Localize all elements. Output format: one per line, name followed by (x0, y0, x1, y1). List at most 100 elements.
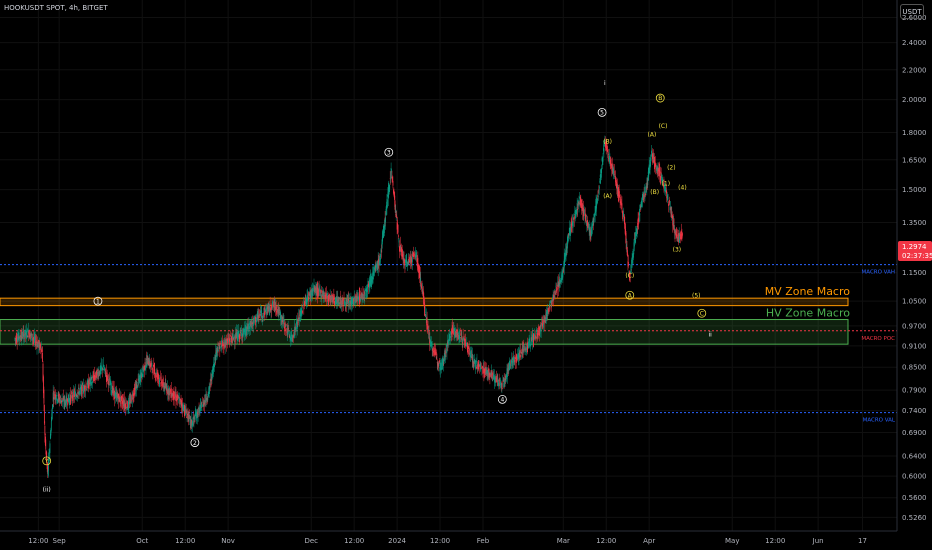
candle-body (223, 341, 224, 343)
candle-body (327, 297, 329, 301)
candle-body (574, 214, 576, 216)
y-tick-label: 0.5260 (902, 514, 927, 522)
candle-body (101, 367, 103, 368)
candle-body (89, 379, 91, 381)
price-axis-panel[interactable] (897, 0, 932, 550)
candle-body (260, 310, 262, 319)
candle-body (638, 218, 639, 222)
candle-body (427, 325, 429, 329)
candle-body (86, 380, 88, 389)
candle-body (102, 368, 104, 371)
candle-body (375, 267, 377, 270)
candle-body (17, 336, 19, 339)
candle-body (115, 392, 116, 399)
candle-body (488, 368, 489, 376)
candle-body (80, 386, 82, 392)
candle-body (481, 367, 483, 369)
candle-body (16, 336, 18, 342)
candle-body (392, 177, 393, 182)
wave-marker-circle (597, 107, 607, 117)
candle-body (472, 357, 474, 364)
candle-body (581, 203, 583, 211)
candle-body (340, 304, 342, 306)
candle-body (168, 389, 170, 395)
candle-body (187, 410, 189, 420)
candle-body (215, 350, 217, 354)
candle-body (410, 257, 412, 263)
candle-body (598, 188, 600, 191)
candle-body (391, 176, 393, 179)
candle-body (229, 338, 230, 342)
candle-body (514, 360, 516, 363)
y-tick-label: 0.7400 (902, 407, 927, 415)
candle-body (105, 371, 107, 376)
candle-body (193, 416, 195, 421)
time-axis-panel[interactable] (0, 531, 932, 550)
candle-body (553, 292, 555, 294)
candle-body (458, 334, 459, 340)
candle-body (556, 288, 558, 291)
candle-body (176, 398, 177, 402)
candle-body (28, 332, 30, 338)
candle-body (343, 299, 345, 301)
candle-body (320, 291, 322, 298)
candle-body (480, 363, 482, 371)
candle-body (432, 348, 434, 350)
candle-body (363, 291, 365, 295)
candle-body (262, 315, 264, 316)
candle-body (118, 393, 120, 396)
y-tick-label: 0.6000 (902, 473, 927, 481)
candle-body (332, 298, 334, 301)
candle-body (77, 395, 79, 397)
candle-body (360, 293, 362, 295)
candle-body (516, 357, 518, 361)
candle-body (358, 294, 360, 297)
candle-body (230, 337, 232, 340)
candle-body (493, 374, 494, 380)
candle-body (40, 349, 42, 353)
candle-body (343, 305, 344, 307)
candle-body (550, 300, 552, 302)
candle-body (647, 180, 649, 186)
candle-body (575, 211, 577, 216)
candle-body (537, 331, 539, 332)
candle-body (161, 382, 163, 387)
candle-body (533, 337, 535, 341)
candle-body (395, 211, 397, 213)
candle-body (498, 378, 500, 382)
candle-body (296, 321, 297, 325)
candle-body (273, 300, 275, 302)
candle-body (142, 373, 144, 377)
currency-button[interactable]: USDT (900, 4, 924, 19)
candle-body (519, 351, 520, 358)
candle-body (571, 223, 573, 226)
candle-body (664, 188, 666, 191)
candle-body (142, 366, 144, 370)
candle-body (301, 309, 302, 314)
candle-body (505, 377, 507, 379)
wave-label: C (700, 310, 704, 317)
candle-body (305, 301, 307, 302)
candle-body (403, 258, 405, 264)
candle-body (447, 341, 449, 342)
candle-body (678, 237, 680, 239)
candle-body (159, 383, 161, 384)
candle-body (643, 194, 645, 199)
candle-body (31, 339, 33, 340)
candle-body (350, 300, 351, 305)
candle-body (535, 336, 537, 339)
candle-body (87, 380, 89, 389)
candle-body (364, 292, 366, 297)
candle-body (457, 333, 458, 336)
candle-body (276, 306, 278, 308)
candle-body (15, 336, 17, 343)
candle-body (626, 243, 627, 248)
candle-body (230, 335, 231, 337)
candle-body (61, 400, 62, 403)
candle-body (445, 354, 446, 358)
candle-body (438, 362, 440, 366)
candle-body (284, 321, 286, 328)
candle-body (543, 319, 545, 321)
candle-body (191, 420, 193, 426)
